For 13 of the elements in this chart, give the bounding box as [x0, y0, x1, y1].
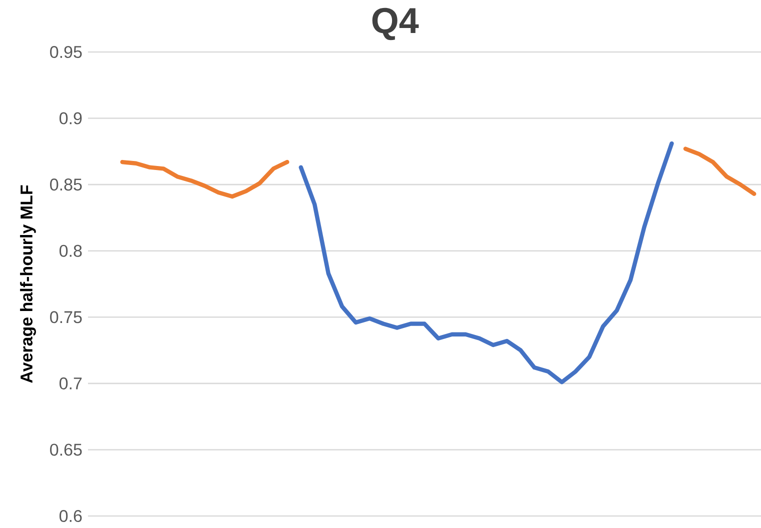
y-tick-label: 0.9	[60, 112, 82, 124]
y-axis-title: Average half-hourly MLF	[20, 185, 36, 383]
y-tick-label: 0.75	[50, 311, 82, 324]
y-tick-label: 0.8	[60, 244, 82, 257]
line-series	[298, 141, 674, 384]
y-tick-label: 0.65	[50, 444, 82, 456]
y-tick-label: 0.6	[60, 510, 82, 522]
line-series	[683, 146, 756, 196]
y-tick-label: 0.95	[50, 46, 82, 58]
line-series	[120, 160, 290, 199]
chart-title: Q4	[372, 8, 419, 40]
y-tick-label: 0.7	[60, 377, 82, 390]
y-tick-label: 0.85	[50, 178, 82, 191]
